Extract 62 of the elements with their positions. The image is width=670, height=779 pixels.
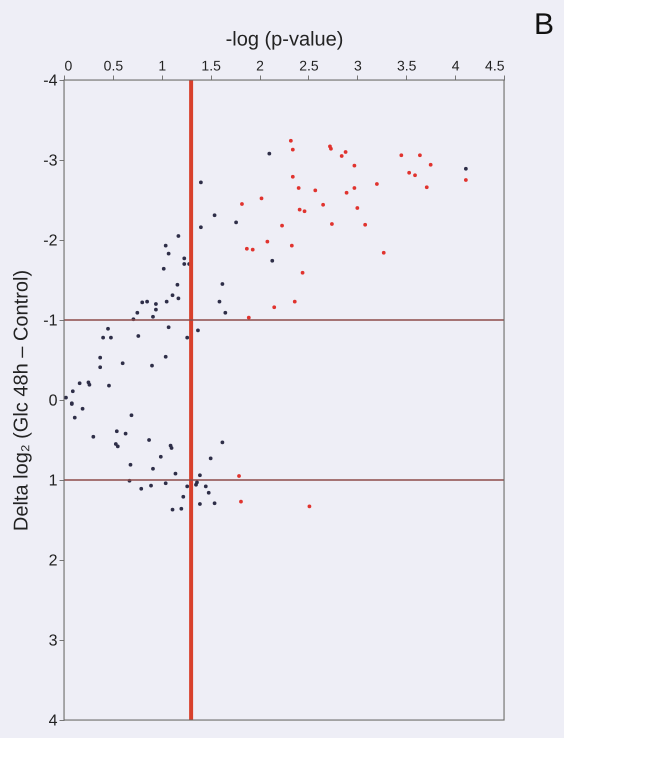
point <box>413 173 417 178</box>
point <box>382 250 386 255</box>
y-tick-label: 0 <box>48 392 58 410</box>
point <box>363 222 368 227</box>
x-tick-label: 1.5 <box>201 58 222 74</box>
x-tick-label: 1 <box>158 58 166 74</box>
point <box>375 182 379 186</box>
point <box>272 305 276 310</box>
point <box>280 224 284 228</box>
point <box>246 316 251 320</box>
x-tick-label: 2.5 <box>299 58 319 74</box>
point <box>428 162 433 167</box>
point <box>418 153 422 158</box>
point <box>308 504 312 508</box>
x-tick-label: 0.5 <box>104 58 124 74</box>
point <box>290 148 295 152</box>
point <box>424 185 429 190</box>
point <box>296 186 301 190</box>
point <box>464 178 468 182</box>
y-tick-label: 3 <box>48 632 58 650</box>
point <box>399 153 404 158</box>
point <box>330 222 334 226</box>
point <box>352 186 356 190</box>
point <box>313 188 318 192</box>
x-axis-title: -log (p-value) <box>226 28 344 50</box>
point <box>244 246 249 251</box>
point <box>239 500 243 504</box>
point <box>240 202 244 206</box>
point <box>302 209 306 214</box>
point <box>300 270 304 275</box>
y-tick-label: -1 <box>43 312 58 330</box>
y-tick-label: -3 <box>43 152 58 170</box>
point <box>250 248 255 252</box>
point <box>340 154 344 158</box>
point <box>292 300 297 304</box>
point <box>260 196 264 200</box>
point <box>321 202 325 207</box>
point <box>329 146 333 151</box>
point <box>290 174 295 179</box>
point <box>237 474 241 478</box>
x-tick-label: 4.5 <box>485 58 505 74</box>
point <box>344 150 348 154</box>
point <box>352 164 356 168</box>
x-tick-label: 2 <box>256 58 264 74</box>
point <box>290 244 294 248</box>
point <box>355 206 360 210</box>
point <box>288 138 293 143</box>
point <box>407 170 412 175</box>
x-tick-label: 3 <box>354 58 362 74</box>
point <box>266 240 270 244</box>
point <box>298 208 302 212</box>
y-tick-label: -4 <box>43 72 58 90</box>
point <box>344 190 348 195</box>
y-axis-title: Delta log₂ (Glc 48h – Control) <box>10 270 32 532</box>
y-tick-label: 4 <box>48 712 58 730</box>
y-tick-label: 1 <box>48 472 58 490</box>
y-tick-label: -2 <box>43 232 58 250</box>
x-tick-label: 3.5 <box>396 58 417 74</box>
x-tick-label: 4 <box>452 58 460 74</box>
text: B <box>534 8 554 41</box>
y-tick-label: 2 <box>48 552 58 570</box>
x-tick-label: 0 <box>64 58 72 74</box>
